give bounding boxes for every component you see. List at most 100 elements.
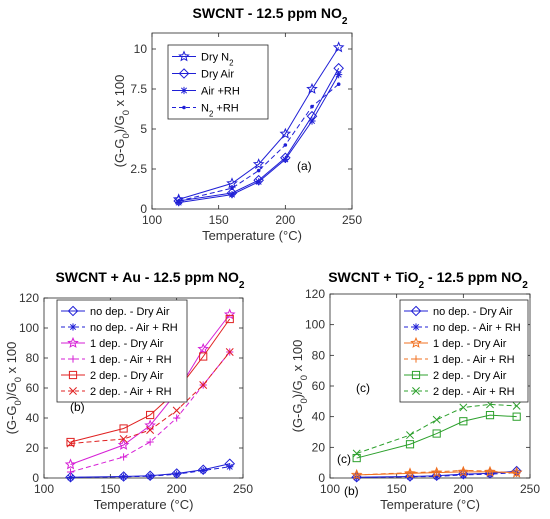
chart-title: SWCNT - 12.5 ppm NO2: [193, 5, 348, 27]
x-tick-label: 150: [387, 482, 407, 496]
x-tick-label: 150: [100, 482, 120, 496]
series-line: [70, 466, 230, 479]
series-line: [70, 351, 231, 444]
data-point: [146, 410, 155, 420]
legend-swatch-marker: [178, 50, 190, 62]
data-point: [405, 440, 415, 449]
data-point: [223, 308, 236, 320]
data-point: [406, 473, 414, 481]
series-4: [352, 411, 521, 463]
series-3: [176, 82, 341, 203]
data-point: [199, 381, 208, 389]
legend-entry-3: N2 +RH: [201, 103, 239, 119]
legend-entry-0: no dep. - Dry Air: [433, 306, 513, 318]
data-point: [226, 463, 234, 471]
y-tick-label: 60: [312, 379, 326, 393]
x-tick-label: 200: [453, 482, 473, 496]
data-point: [336, 82, 341, 86]
data-point: [406, 431, 414, 440]
series-5: [352, 400, 521, 458]
data-point: [335, 71, 343, 79]
data-point: [433, 468, 441, 476]
data-point: [144, 419, 156, 431]
data-point: [146, 472, 154, 480]
data-point: [310, 104, 314, 109]
x-tick-label: 150: [209, 213, 229, 227]
data-point: [64, 458, 77, 470]
y-tick-label: 40: [312, 410, 326, 424]
y-tick-label: 80: [26, 351, 40, 365]
series-line: [356, 403, 517, 454]
legend-swatch-marker: [410, 336, 422, 348]
series-line: [70, 314, 231, 465]
data-point: [459, 403, 468, 412]
data-point: [431, 470, 442, 482]
data-point: [199, 466, 207, 475]
data-point: [306, 82, 318, 94]
legend-swatch-marker: [67, 305, 79, 317]
legend-swatch-marker: [67, 336, 79, 348]
series-line: [356, 469, 517, 476]
y-tick-label: 0: [140, 202, 147, 216]
legend-entry-5: 2 dep. - Air + RH: [433, 386, 515, 398]
y-axis-label: (G-G0)/G0 x 100: [112, 75, 131, 168]
data-point: [352, 453, 361, 463]
data-point: [66, 473, 75, 482]
data-point: [225, 348, 234, 356]
x-tick-label: 100: [142, 213, 162, 227]
series-1: [66, 463, 234, 482]
chart-title: SWCNT + TiO2 - 12.5 ppm NO2: [328, 269, 528, 291]
y-tick-label: 100: [19, 321, 39, 335]
data-point: [226, 177, 238, 189]
data-point: [146, 438, 154, 446]
y-tick-label: 80: [312, 348, 326, 362]
chart-c: SWCNT + TiO2 - 12.5 ppm NO2 0 20 40 60 80 100 1…: [290, 269, 540, 512]
data-point: [255, 178, 263, 186]
legend-swatch-marker: [411, 370, 421, 380]
y-tick-label: 2.5: [130, 162, 147, 176]
data-point: [118, 471, 129, 482]
y-tick-label: 5: [140, 122, 147, 136]
legend-swatch-marker: [178, 68, 190, 79]
legend-entry-3: 1 dep. - Air + RH: [90, 354, 172, 366]
legend-entry-5: 2 dep. - Air + RH: [90, 386, 172, 398]
panel-annotation: (c): [356, 381, 370, 395]
series-line: [356, 414, 517, 459]
series-line: [178, 74, 340, 204]
panel-annotation: (b): [70, 400, 85, 414]
data-point: [66, 437, 75, 447]
legend-entry-3: 1 dep. - Air + RH: [433, 354, 515, 366]
x-axis-label: Temperature (°C): [202, 228, 302, 243]
data-point: [308, 117, 316, 125]
y-tick-label: 40: [26, 411, 40, 425]
series-4: [66, 314, 234, 447]
data-point: [65, 471, 76, 483]
legend-swatch-marker: [69, 355, 77, 363]
series-3: [353, 466, 521, 479]
series-line: [70, 318, 231, 443]
data-point: [432, 415, 441, 424]
y-tick-label: 100: [305, 318, 325, 332]
data-point: [406, 469, 414, 477]
legend-swatch-marker: [412, 355, 420, 363]
series-line: [356, 472, 517, 479]
legend-entry-1: Dry Air: [201, 69, 234, 81]
data-point: [176, 199, 181, 203]
x-tick-label: 100: [320, 482, 340, 496]
x-axis-label: Temperature (°C): [94, 497, 194, 512]
data-point: [332, 41, 345, 53]
legend-swatch-marker: [180, 86, 188, 95]
data-point: [351, 471, 362, 483]
data-point: [172, 406, 181, 415]
data-point: [486, 467, 494, 475]
legend-swatch-marker: [68, 370, 78, 380]
panel-annotation: (c): [337, 452, 351, 466]
data-point: [459, 466, 467, 474]
legend-swatch-marker: [412, 387, 420, 395]
series-line: [178, 83, 339, 202]
chart-a: SWCNT - 12.5 ppm NO2 0 2.5 5 7.5 10 100 150 200 2…: [112, 5, 362, 243]
legend-swatch-marker: [412, 323, 420, 331]
y-tick-label: 0: [318, 471, 325, 485]
series-line: [70, 351, 231, 473]
